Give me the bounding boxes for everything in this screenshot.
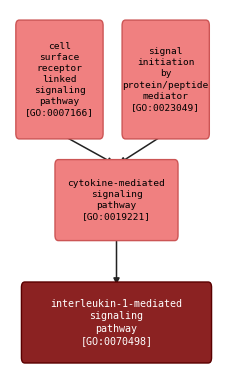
FancyBboxPatch shape [16,20,103,139]
Text: signal
initiation
by
protein/peptide
mediator
[GO:0023049]: signal initiation by protein/peptide med… [123,47,209,112]
Text: cytokine-mediated
signaling
pathway
[GO:0019221]: cytokine-mediated signaling pathway [GO:… [68,179,165,221]
Text: interleukin-1-mediated
signaling
pathway
[GO:0070498]: interleukin-1-mediated signaling pathway… [51,299,182,346]
Text: cell
surface
receptor
linked
signaling
pathway
[GO:0007166]: cell surface receptor linked signaling p… [25,42,94,117]
FancyBboxPatch shape [21,282,212,363]
FancyBboxPatch shape [122,20,209,139]
FancyBboxPatch shape [55,160,178,241]
